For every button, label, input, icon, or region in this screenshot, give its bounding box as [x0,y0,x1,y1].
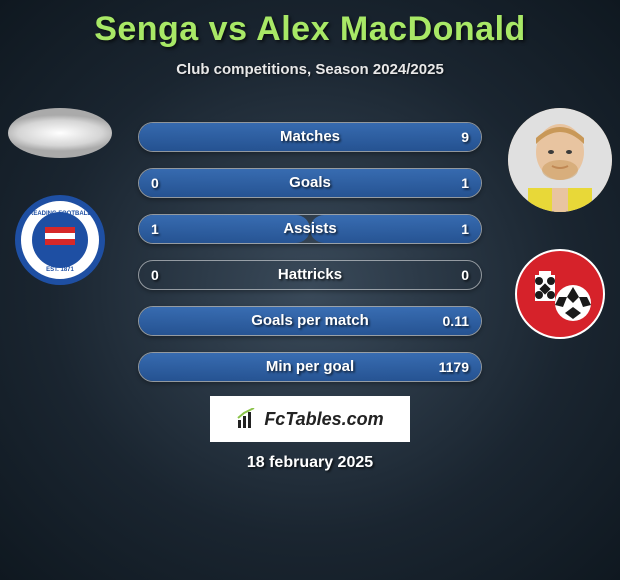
stat-label: Matches [139,123,481,151]
stat-label: Min per goal [139,353,481,381]
stat-value-left: 0 [151,261,159,289]
stat-value-right: 9 [461,123,469,151]
svg-text:READING FOOTBALL: READING FOOTBALL [29,211,91,217]
club-right-badge [508,242,612,346]
stat-row: Goals per match0.11 [138,306,482,336]
stat-value-right: 1179 [439,353,469,381]
stat-value-right: 1 [461,169,469,197]
left-column: READING FOOTBALL EST. 1871 [8,108,112,322]
stat-value-right: 1 [461,215,469,243]
player-left-avatar [8,108,112,158]
stat-label: Assists [139,215,481,243]
stat-label: Hattricks [139,261,481,289]
page-subtitle: Club competitions, Season 2024/2025 [0,61,620,78]
stat-row: Matches9 [138,122,482,152]
stats-table: Matches9Goals01Assists11Hattricks00Goals… [138,122,482,398]
brand-text: FcTables.com [264,409,383,430]
stat-value-right: 0 [461,261,469,289]
stat-label: Goals per match [139,307,481,335]
stat-row: Min per goal1179 [138,352,482,382]
stat-value-right: 0.11 [443,307,469,335]
svg-text:EST. 1871: EST. 1871 [46,267,74,273]
stat-label: Goals [139,169,481,197]
stat-value-left: 1 [151,215,159,243]
right-column [508,108,612,376]
stat-row: Assists1 1 [138,214,482,244]
chart-icon [236,408,258,430]
stat-row: Hattricks0 0 [138,260,482,290]
footer-date: 18 february 2025 [0,454,620,472]
club-left-badge: READING FOOTBALL EST. 1871 [8,188,112,292]
page-title: Senga vs Alex MacDonald [0,0,620,49]
stat-value-left: 0 [151,169,159,197]
brand-logo: FcTables.com [210,396,410,442]
stat-row: Goals0 1 [138,168,482,198]
player-right-avatar [508,108,612,212]
